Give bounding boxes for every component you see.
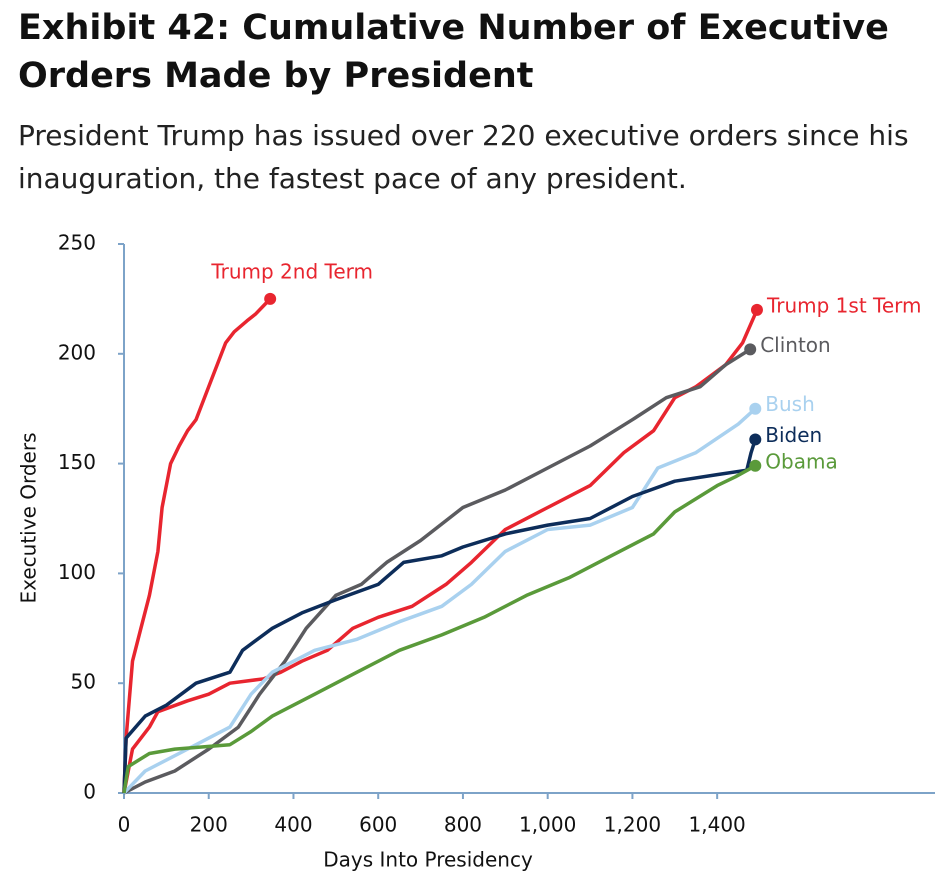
end-marker	[264, 292, 277, 305]
end-marker	[744, 343, 757, 356]
series-line	[122, 464, 757, 794]
end-marker	[749, 459, 762, 472]
end-marker	[749, 433, 762, 446]
x-tick-label: 1,200	[604, 813, 661, 837]
series-line	[122, 438, 757, 794]
x-tick-label: 200	[190, 813, 228, 837]
series-label: Clinton	[760, 333, 831, 357]
chart-subtitle: President Trump has issued over 220 exec…	[18, 119, 909, 195]
y-tick-label: 50	[71, 670, 96, 694]
series-line	[122, 297, 272, 794]
x-tick-label: 600	[359, 813, 397, 837]
series-label: Trump 1st Term	[766, 293, 922, 317]
end-marker	[749, 402, 762, 415]
series-line	[122, 309, 759, 794]
series-label: Biden	[765, 423, 822, 447]
y-tick-label: 100	[58, 560, 96, 584]
series-line	[122, 407, 757, 795]
end-marker	[750, 303, 763, 316]
x-tick-label: 1,400	[689, 813, 746, 837]
series-line	[123, 347, 752, 795]
y-axis-label: Executive Orders	[17, 433, 41, 604]
x-tick-label: 1,000	[519, 813, 576, 837]
series-label: Trump 2nd Term	[210, 259, 373, 283]
x-tick-label: 0	[118, 813, 131, 837]
y-tick-label: 200	[58, 340, 96, 364]
series-label: Obama	[765, 449, 837, 473]
y-tick-label: 150	[58, 450, 96, 474]
series-label: Bush	[765, 392, 815, 416]
y-tick-label: 0	[83, 780, 96, 804]
x-tick-label: 400	[274, 813, 312, 837]
y-tick-label: 250	[58, 231, 96, 255]
x-axis-label: Days Into Presidency	[323, 848, 533, 872]
x-tick-label: 800	[444, 813, 482, 837]
chart-title: Exhibit 42: Cumulative Number of Executi…	[18, 8, 889, 96]
